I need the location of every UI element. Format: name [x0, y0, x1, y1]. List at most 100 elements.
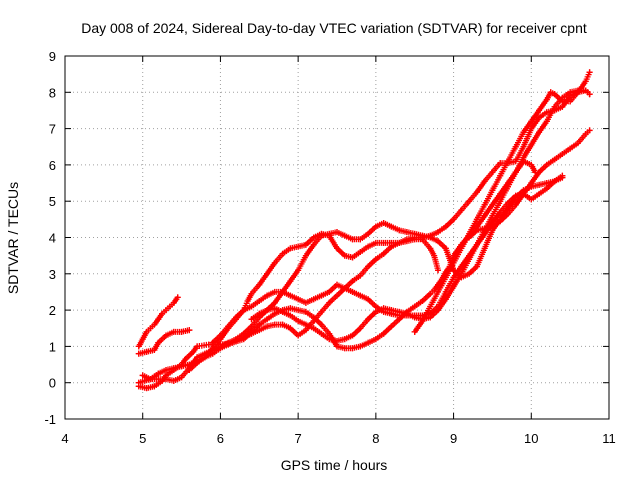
data-point — [586, 127, 593, 134]
data-point — [287, 245, 294, 252]
data-point — [528, 118, 535, 125]
data-point — [536, 114, 543, 121]
data-point — [334, 337, 340, 344]
data-point — [302, 308, 309, 315]
data-point — [427, 245, 434, 252]
data-point — [310, 317, 317, 324]
y-tick-label: 8 — [49, 85, 56, 100]
data-point — [334, 343, 340, 350]
data-point — [365, 339, 372, 346]
data-point — [497, 172, 504, 179]
y-tick-label: -1 — [44, 412, 56, 427]
data-point — [264, 316, 271, 323]
data-point — [551, 156, 558, 163]
data-point — [271, 321, 278, 328]
data-series — [135, 69, 593, 392]
data-point — [225, 323, 232, 330]
y-tick-label: 3 — [49, 267, 56, 282]
series-markers — [248, 87, 593, 344]
data-point — [473, 216, 480, 223]
data-point — [349, 332, 356, 339]
data-point — [170, 377, 177, 384]
data-point — [504, 210, 511, 217]
data-point — [326, 232, 333, 239]
data-point — [326, 336, 333, 343]
grid — [65, 56, 609, 419]
data-point — [559, 103, 566, 110]
data-point — [559, 98, 566, 105]
data-point — [489, 201, 496, 208]
x-tick-label: 11 — [602, 431, 616, 446]
data-point — [318, 330, 325, 337]
data-point — [256, 327, 263, 334]
data-point — [504, 183, 511, 190]
data-point — [357, 343, 364, 350]
data-point — [318, 321, 325, 328]
data-point — [264, 292, 271, 299]
data-point — [194, 343, 201, 350]
data-point — [279, 321, 286, 328]
data-point — [310, 296, 317, 303]
data-point — [574, 140, 581, 147]
data-point — [151, 347, 158, 354]
data-point — [380, 330, 387, 337]
data-point — [504, 158, 511, 165]
data-point — [318, 292, 325, 299]
data-point — [543, 185, 550, 192]
data-point — [582, 131, 589, 138]
data-point — [567, 89, 574, 96]
data-point — [380, 239, 387, 246]
data-point — [586, 91, 593, 98]
data-point — [512, 169, 519, 176]
data-point — [543, 118, 550, 125]
data-point — [396, 308, 403, 315]
data-point — [442, 296, 449, 303]
data-point — [528, 125, 535, 132]
data-point — [151, 321, 158, 328]
data-point — [302, 252, 309, 259]
data-point — [271, 310, 278, 317]
data-point — [302, 241, 309, 248]
data-point — [372, 308, 379, 315]
data-point — [155, 376, 162, 383]
data-point — [411, 328, 418, 335]
data-point — [186, 366, 193, 373]
data-point — [326, 288, 333, 295]
data-point — [512, 143, 519, 150]
data-point — [170, 328, 177, 335]
data-point — [295, 267, 302, 274]
data-point — [528, 196, 535, 203]
data-point — [244, 298, 251, 305]
data-point — [357, 325, 364, 332]
data-point — [489, 223, 496, 230]
y-tick-label: 2 — [49, 303, 56, 318]
data-point — [232, 336, 239, 343]
data-point — [326, 299, 333, 306]
data-point — [411, 303, 418, 310]
data-point — [349, 288, 356, 295]
data-point — [466, 270, 473, 277]
data-point — [341, 285, 348, 292]
data-point — [450, 283, 457, 290]
data-point — [372, 336, 379, 343]
data-point — [481, 178, 488, 185]
data-point — [310, 241, 317, 248]
data-point — [143, 328, 150, 335]
data-point — [279, 288, 286, 295]
data-point — [388, 239, 395, 246]
data-point — [151, 383, 158, 390]
data-point — [365, 230, 372, 237]
data-point — [442, 245, 449, 252]
x-tick-label: 10 — [524, 431, 538, 446]
data-point — [435, 307, 442, 314]
data-point — [194, 354, 201, 361]
data-point — [411, 230, 418, 237]
data-point — [217, 332, 224, 339]
data-point — [334, 245, 340, 252]
data-point — [139, 372, 146, 379]
data-point — [431, 252, 438, 259]
data-point — [435, 281, 442, 288]
data-point — [271, 299, 278, 306]
data-point — [178, 363, 185, 370]
data-point — [147, 325, 154, 332]
